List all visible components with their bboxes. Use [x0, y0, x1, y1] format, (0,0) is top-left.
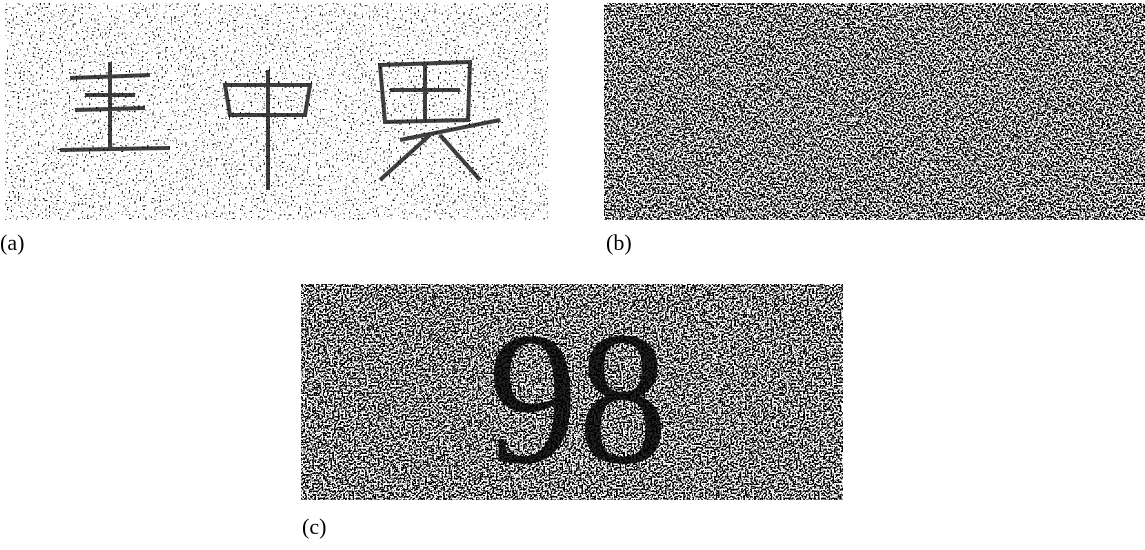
noise-image — [604, 3, 1145, 220]
panel-c: 98 (c) — [301, 284, 843, 539]
panel-b: (b) — [604, 3, 1145, 255]
figure: (a) (b) 98 (c) — [0, 0, 1145, 545]
panel-a: (a) — [0, 3, 548, 255]
hidden-number: 98 — [488, 294, 668, 504]
panel-label: (c) — [302, 514, 326, 539]
panel-label: (a) — [0, 230, 24, 255]
panel-label: (b) — [606, 230, 632, 255]
